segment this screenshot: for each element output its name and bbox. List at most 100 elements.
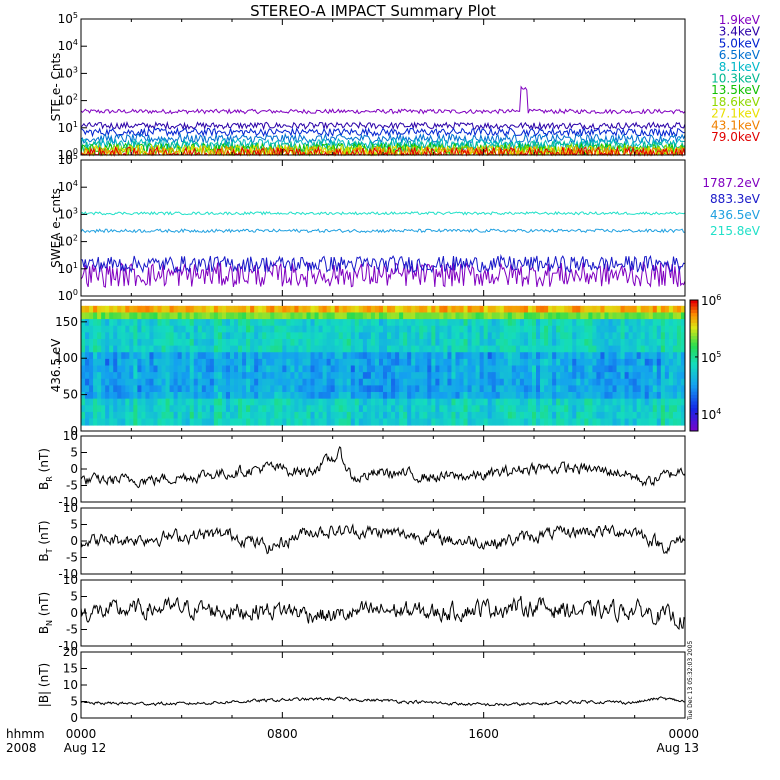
heatmap-cell <box>560 319 565 327</box>
heatmap-cell <box>544 411 549 419</box>
heatmap-cell <box>443 338 448 347</box>
heatmap-cell <box>588 392 593 400</box>
heatmap-cell <box>298 319 303 327</box>
heatmap-cell <box>362 352 368 360</box>
heatmap-cell <box>580 392 585 400</box>
heatmap-cell <box>403 398 408 406</box>
heatmap-cell <box>463 338 468 347</box>
heatmap-cell <box>556 332 561 340</box>
heatmap-cell <box>85 358 90 366</box>
heatmap-cell <box>97 305 102 313</box>
heatmap-cell <box>93 338 98 347</box>
heatmap-cell <box>612 345 617 353</box>
heatmap-cell <box>185 385 191 393</box>
heatmap-cell <box>608 358 613 366</box>
heatmap-cell <box>342 319 348 327</box>
heatmap-cell <box>133 358 138 366</box>
heatmap-cell <box>234 332 239 340</box>
heatmap-cell <box>262 345 267 353</box>
heatmap-cell <box>133 365 138 373</box>
heatmap-cell <box>455 378 460 386</box>
heatmap-cell <box>471 352 477 360</box>
heatmap-cell <box>680 405 686 413</box>
heatmap-cell <box>213 312 219 320</box>
heatmap-cell <box>672 312 678 320</box>
heatmap-cell <box>511 398 517 406</box>
heatmap-cell <box>306 411 311 419</box>
heatmap-cell <box>334 398 340 406</box>
heatmap-cell <box>378 411 384 419</box>
heatmap-cell <box>531 385 537 393</box>
heatmap-cell <box>664 365 670 373</box>
heatmap-cell <box>419 365 424 373</box>
heatmap-cell <box>193 338 199 347</box>
heatmap-cell <box>350 418 356 426</box>
heatmap-cell <box>358 418 364 426</box>
heatmap-cell <box>217 305 223 313</box>
heatmap-cell <box>644 392 650 400</box>
time-tick-label: 0800 <box>267 727 298 741</box>
heatmap-cell <box>362 345 368 353</box>
heatmap-cell <box>262 411 267 419</box>
heatmap-cell <box>531 405 537 413</box>
heatmap-cell <box>487 365 493 373</box>
heatmap-cell <box>105 319 110 327</box>
heatmap-cell <box>242 332 247 340</box>
heatmap-cell <box>294 385 299 393</box>
heatmap-cell <box>616 398 621 406</box>
heatmap-cell <box>161 392 166 400</box>
heatmap-cell <box>451 358 456 366</box>
heatmap-cell <box>141 385 146 393</box>
heatmap-cell <box>523 345 529 353</box>
heatmap-cell <box>378 418 384 426</box>
heatmap-cell <box>294 418 299 426</box>
heatmap-cell <box>197 385 203 393</box>
heatmap-cell <box>109 305 114 313</box>
heatmap-cell <box>640 418 646 426</box>
heatmap-cell <box>197 372 203 380</box>
heatmap-cell <box>415 378 420 386</box>
heatmap-cell <box>608 385 613 393</box>
heatmap-cell <box>652 378 658 386</box>
heatmap-cell <box>507 398 513 406</box>
heatmap-cell <box>137 411 142 419</box>
heatmap-cell <box>278 411 283 419</box>
heatmap-cell <box>197 398 203 406</box>
heatmap-cell <box>306 405 311 413</box>
heatmap-cell <box>668 319 674 327</box>
heatmap-cell <box>306 372 311 380</box>
heatmap-cell <box>503 405 509 413</box>
heatmap-cell <box>499 398 505 406</box>
heatmap-cell <box>668 338 674 347</box>
heatmap-cell <box>503 338 509 347</box>
heatmap-cell <box>515 312 521 320</box>
heatmap-cell <box>564 378 569 386</box>
heatmap-cell <box>258 418 263 426</box>
heatmap-cell <box>117 305 122 313</box>
heatmap-cell <box>145 392 150 400</box>
heatmap-cell <box>431 378 436 386</box>
heatmap-cell <box>427 345 432 353</box>
heatmap-cell <box>676 405 682 413</box>
time-axis-label-year: 2008 <box>6 741 37 755</box>
heatmap-cell <box>310 372 315 380</box>
heatmap-cell <box>596 325 601 333</box>
heatmap-cell <box>483 378 489 386</box>
heatmap-cell <box>499 405 505 413</box>
heatmap-cell <box>97 338 102 347</box>
y-tick-label: 20 <box>63 645 78 659</box>
heatmap-cell <box>137 372 142 380</box>
heatmap-cell <box>455 319 460 327</box>
heatmap-cell <box>495 305 501 313</box>
heatmap-cell <box>652 325 658 333</box>
heatmap-cell <box>117 358 122 366</box>
heatmap-cell <box>507 405 513 413</box>
heatmap-cell <box>306 392 311 400</box>
heatmap-cell <box>439 358 444 366</box>
heatmap-cell <box>640 338 646 347</box>
heatmap-cell <box>354 319 360 327</box>
panel-ste: 1.9keV3.4keV5.0keV6.5keV8.1keV10.3keV13.… <box>49 11 761 162</box>
heatmap-cell <box>258 345 263 353</box>
y-tick-label: 10 <box>63 678 78 692</box>
heatmap-cell <box>310 418 315 426</box>
